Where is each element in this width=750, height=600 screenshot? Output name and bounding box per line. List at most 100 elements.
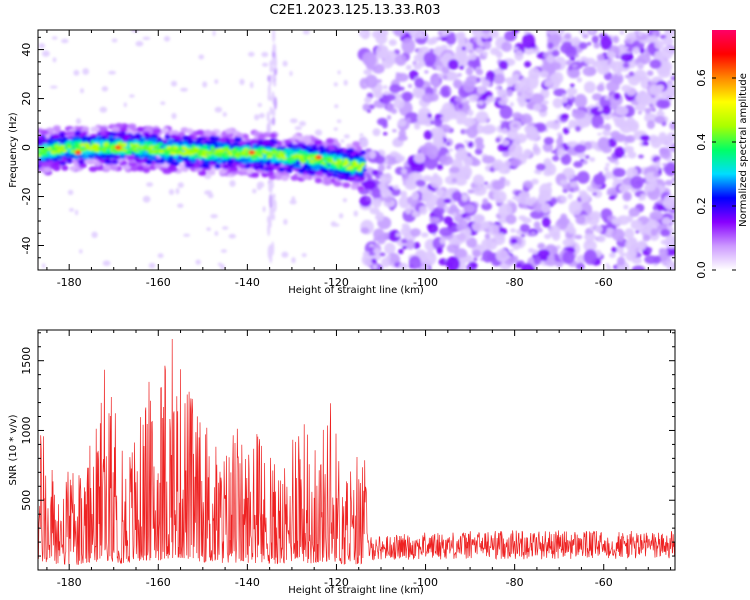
signal-cell bbox=[50, 150, 56, 154]
noise-blob bbox=[613, 133, 628, 143]
noise-blob bbox=[372, 264, 378, 270]
noise-blob bbox=[250, 81, 254, 89]
noise-blob bbox=[476, 85, 487, 94]
signal-cell bbox=[290, 156, 295, 160]
signal-cell bbox=[43, 162, 51, 167]
noise-blob bbox=[369, 246, 374, 252]
noise-blob bbox=[451, 191, 463, 202]
noise-blob bbox=[394, 184, 399, 190]
noise-blob bbox=[436, 164, 444, 171]
signal-cell bbox=[343, 158, 348, 162]
noise-blob bbox=[395, 155, 406, 163]
noise-blob bbox=[475, 47, 484, 54]
noise-blob bbox=[628, 207, 640, 217]
snr-series-line bbox=[38, 338, 675, 565]
noise-blob bbox=[530, 93, 545, 105]
signal-cell bbox=[298, 154, 303, 158]
signal-cell bbox=[138, 147, 143, 151]
noise-blob bbox=[463, 140, 470, 144]
signal-peak bbox=[116, 146, 120, 149]
noise-blob bbox=[374, 248, 381, 255]
signal-cell bbox=[71, 136, 79, 141]
noise-blob bbox=[379, 173, 393, 183]
signal-cell bbox=[244, 153, 250, 158]
noise-blob bbox=[75, 209, 79, 216]
noise-blob bbox=[228, 233, 236, 239]
interference-streak bbox=[267, 223, 271, 237]
noise-blob bbox=[602, 105, 612, 115]
signal-cell bbox=[88, 166, 98, 172]
noise-blob bbox=[658, 132, 667, 141]
noise-blob bbox=[640, 229, 652, 237]
noise-blob bbox=[524, 61, 532, 68]
noise-blob bbox=[562, 238, 576, 247]
noise-blob bbox=[343, 79, 348, 86]
noise-blob bbox=[477, 100, 484, 106]
noise-blob bbox=[561, 97, 568, 103]
signal-cell bbox=[132, 139, 139, 144]
noise-blob bbox=[426, 38, 436, 45]
interference-streak bbox=[269, 119, 273, 125]
noise-blob bbox=[408, 255, 421, 270]
noise-blob bbox=[511, 73, 521, 82]
noise-blob bbox=[129, 94, 135, 98]
noise-blob bbox=[611, 217, 622, 225]
noise-blob bbox=[530, 231, 536, 236]
noise-blob bbox=[449, 166, 460, 174]
noise-blob bbox=[432, 133, 439, 141]
noise-blob bbox=[448, 44, 453, 48]
noise-blob bbox=[343, 134, 350, 139]
noise-blob bbox=[495, 97, 502, 102]
noise-blob bbox=[204, 190, 213, 196]
noise-blob bbox=[491, 30, 499, 39]
noise-blob bbox=[644, 107, 652, 114]
signal-cell bbox=[108, 131, 115, 137]
noise-blob bbox=[475, 142, 485, 150]
noise-blob bbox=[622, 62, 630, 69]
noise-blob bbox=[495, 232, 505, 241]
signal-cell bbox=[338, 164, 344, 168]
signal-cell bbox=[62, 149, 67, 153]
noise-blob bbox=[495, 137, 501, 143]
noise-blob bbox=[637, 53, 651, 65]
signal-cell bbox=[301, 151, 307, 155]
interference-streak bbox=[269, 204, 273, 208]
noise-blob bbox=[465, 216, 472, 222]
noise-blob bbox=[468, 94, 479, 103]
signal-cell bbox=[184, 163, 193, 169]
noise-blob bbox=[614, 160, 620, 166]
colorbar: 0.00.20.40.6 Normalized spectral amplitu… bbox=[695, 30, 749, 279]
noise-blob bbox=[405, 181, 417, 191]
signal-cell bbox=[51, 147, 57, 151]
noise-blob bbox=[637, 103, 646, 112]
noise-blob bbox=[360, 137, 369, 147]
signal-cell bbox=[121, 148, 127, 152]
signal-cell bbox=[234, 153, 239, 157]
noise-blob bbox=[564, 33, 572, 40]
noise-blob bbox=[210, 214, 218, 219]
signal-cell bbox=[80, 143, 86, 147]
noise-blob bbox=[405, 207, 412, 215]
signal-cell bbox=[102, 147, 108, 151]
noise-blob bbox=[646, 70, 654, 77]
noise-blob bbox=[562, 127, 570, 135]
noise-blob bbox=[493, 192, 500, 200]
signal-cell bbox=[85, 136, 93, 141]
signal-cell bbox=[203, 129, 212, 136]
noise-blob bbox=[521, 86, 534, 100]
signal-cell bbox=[52, 153, 58, 157]
noise-blob bbox=[570, 83, 575, 88]
noise-blob bbox=[435, 188, 445, 196]
signal-cell bbox=[207, 150, 213, 154]
signal-cell bbox=[87, 159, 95, 165]
noise-blob bbox=[572, 187, 580, 192]
noise-blob bbox=[646, 220, 660, 231]
signal-cell bbox=[157, 142, 164, 146]
noise-blob bbox=[541, 216, 551, 228]
noise-blob bbox=[302, 30, 310, 35]
noise-blob bbox=[569, 68, 581, 79]
noise-blob bbox=[426, 145, 439, 160]
noise-blob bbox=[256, 183, 262, 191]
noise-blob bbox=[624, 89, 629, 93]
noise-blob bbox=[389, 84, 401, 94]
